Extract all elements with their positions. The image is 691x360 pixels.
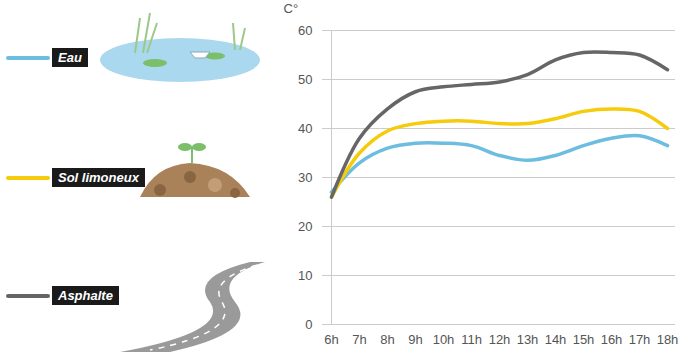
svg-text:11h: 11h: [461, 332, 482, 347]
html-text:Sol limoneux: Sol limoneux: [58, 170, 139, 185]
svg-text:6h: 6h: [324, 332, 338, 347]
svg-text:20: 20: [298, 219, 312, 234]
svg-text:40: 40: [298, 121, 312, 136]
svg-text:9h: 9h: [408, 332, 422, 347]
html-text:Eau: Eau: [58, 50, 82, 65]
html-text:Asphalte: Asphalte: [58, 288, 113, 303]
svg-text:50: 50: [298, 72, 312, 87]
svg-text:C°: C°: [284, 1, 299, 16]
svg-text:13h: 13h: [517, 332, 539, 347]
svg-text:10: 10: [298, 268, 312, 283]
svg-text:18h: 18h: [657, 332, 679, 347]
svg-text:17h: 17h: [629, 332, 651, 347]
svg-text:0: 0: [305, 317, 312, 332]
svg-text:8h: 8h: [380, 332, 394, 347]
svg-text:15h: 15h: [573, 332, 595, 347]
svg-text:7h: 7h: [352, 332, 366, 347]
svg-text:12h: 12h: [489, 332, 511, 347]
svg-text:60: 60: [298, 23, 312, 38]
svg-text:16h: 16h: [601, 332, 623, 347]
svg-text:14h: 14h: [545, 332, 567, 347]
svg-text:10h: 10h: [433, 332, 455, 347]
svg-text:30: 30: [298, 170, 312, 185]
